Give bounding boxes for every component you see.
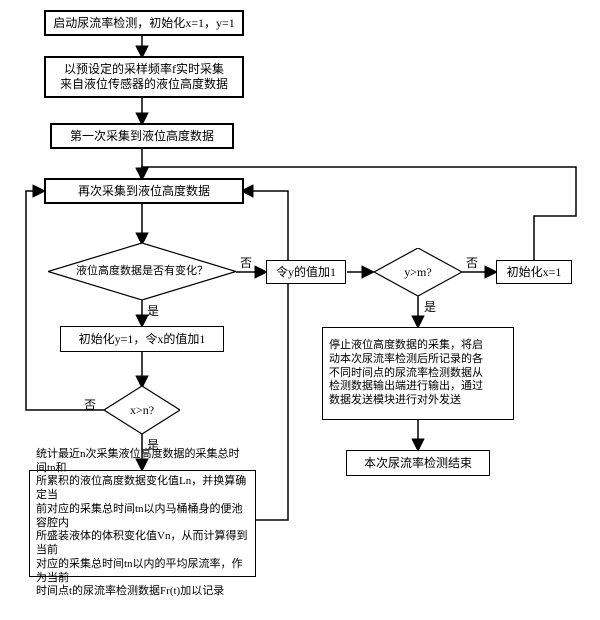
- decision-change: 液位高度数据是否有变化？: [48, 243, 236, 300]
- decision-change-label: 液位高度数据是否有变化？: [48, 243, 236, 300]
- decision-y-gt-m-label: y>m?: [374, 248, 462, 296]
- label-d3-yes: 是: [147, 436, 159, 453]
- flowchart-canvas: 启动尿流率检测，初始化x=1，y=1 以预设定的采样频率f实时采集 来自液位传感…: [0, 0, 600, 620]
- node-init-x1: 初始化x=1: [496, 260, 572, 284]
- node-resample: 再次采集到液位高度数据: [44, 178, 244, 204]
- label-d1-yes: 是: [147, 302, 159, 319]
- decision-x-gt-n-label: x>n?: [104, 386, 180, 434]
- node-compute-fr: 统计最近n次采集液位高度数据的采集总时间tn和 所累积的液位高度数据变化值Ln，…: [29, 470, 256, 577]
- node-init-y1-xplus1: 初始化y=1，令x的值加1: [60, 326, 224, 352]
- decision-y-gt-m: y>m?: [374, 248, 462, 296]
- label-d2-yes: 是: [424, 298, 436, 315]
- label-d2-no: 否: [466, 254, 478, 271]
- node-sampling: 以预设定的采样频率f实时采集 来自液位传感器的液位高度数据: [44, 56, 244, 98]
- label-d1-no: 否: [240, 254, 252, 271]
- node-start: 启动尿流率检测，初始化x=1，y=1: [44, 10, 244, 36]
- node-stop-output: 停止液位高度数据的采集，将启 动本次尿流率检测后所记录的各 不同时间点的尿流率检…: [322, 327, 514, 420]
- decision-x-gt-n: x>n?: [104, 386, 180, 434]
- node-y-plus-1: 令y的值加1: [266, 260, 346, 284]
- label-d3-no: 否: [84, 396, 96, 413]
- node-first-sample: 第一次采集到液位高度数据: [50, 123, 234, 149]
- node-end: 本次尿流率检测结束: [346, 450, 490, 476]
